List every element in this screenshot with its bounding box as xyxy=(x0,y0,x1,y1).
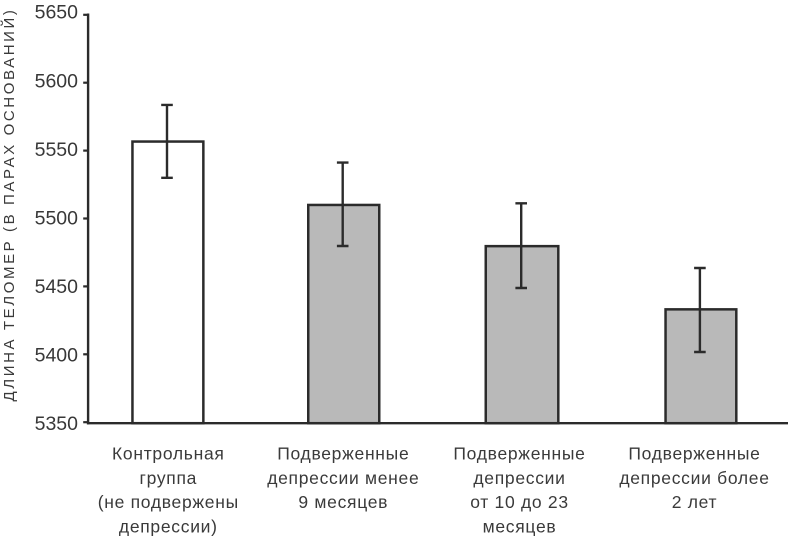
svg-text:9 месяцев: 9 месяцев xyxy=(298,492,388,512)
svg-text:Контрольная: Контрольная xyxy=(112,444,225,464)
svg-text:5600: 5600 xyxy=(35,70,79,92)
svg-text:ДЛИНА ТЕЛОМЕР (В ПАРАХ ОСНОВАН: ДЛИНА ТЕЛОМЕР (В ПАРАХ ОСНОВАНИЙ) xyxy=(0,8,18,402)
svg-text:от 10 до 23: от 10 до 23 xyxy=(470,492,569,512)
svg-text:2 лет: 2 лет xyxy=(672,492,717,512)
svg-text:5650: 5650 xyxy=(35,2,79,24)
svg-text:депрессии менее: депрессии менее xyxy=(267,468,419,488)
svg-text:Подверженные: Подверженные xyxy=(277,444,409,464)
svg-text:месяцев: месяцев xyxy=(483,516,557,536)
svg-text:Подверженные: Подверженные xyxy=(628,444,760,464)
svg-text:5400: 5400 xyxy=(35,345,79,367)
svg-text:депрессии): депрессии) xyxy=(119,516,218,536)
svg-text:группа: группа xyxy=(140,468,198,488)
svg-text:5450: 5450 xyxy=(35,276,79,298)
svg-text:5350: 5350 xyxy=(35,413,79,435)
svg-text:(не подвержены: (не подвержены xyxy=(98,492,239,512)
svg-text:Подверженные: Подверженные xyxy=(453,444,585,464)
svg-text:5500: 5500 xyxy=(35,208,79,230)
svg-text:депрессии: депрессии xyxy=(473,468,565,488)
svg-text:депрессии более: депрессии более xyxy=(619,468,769,488)
svg-text:5550: 5550 xyxy=(35,139,79,161)
